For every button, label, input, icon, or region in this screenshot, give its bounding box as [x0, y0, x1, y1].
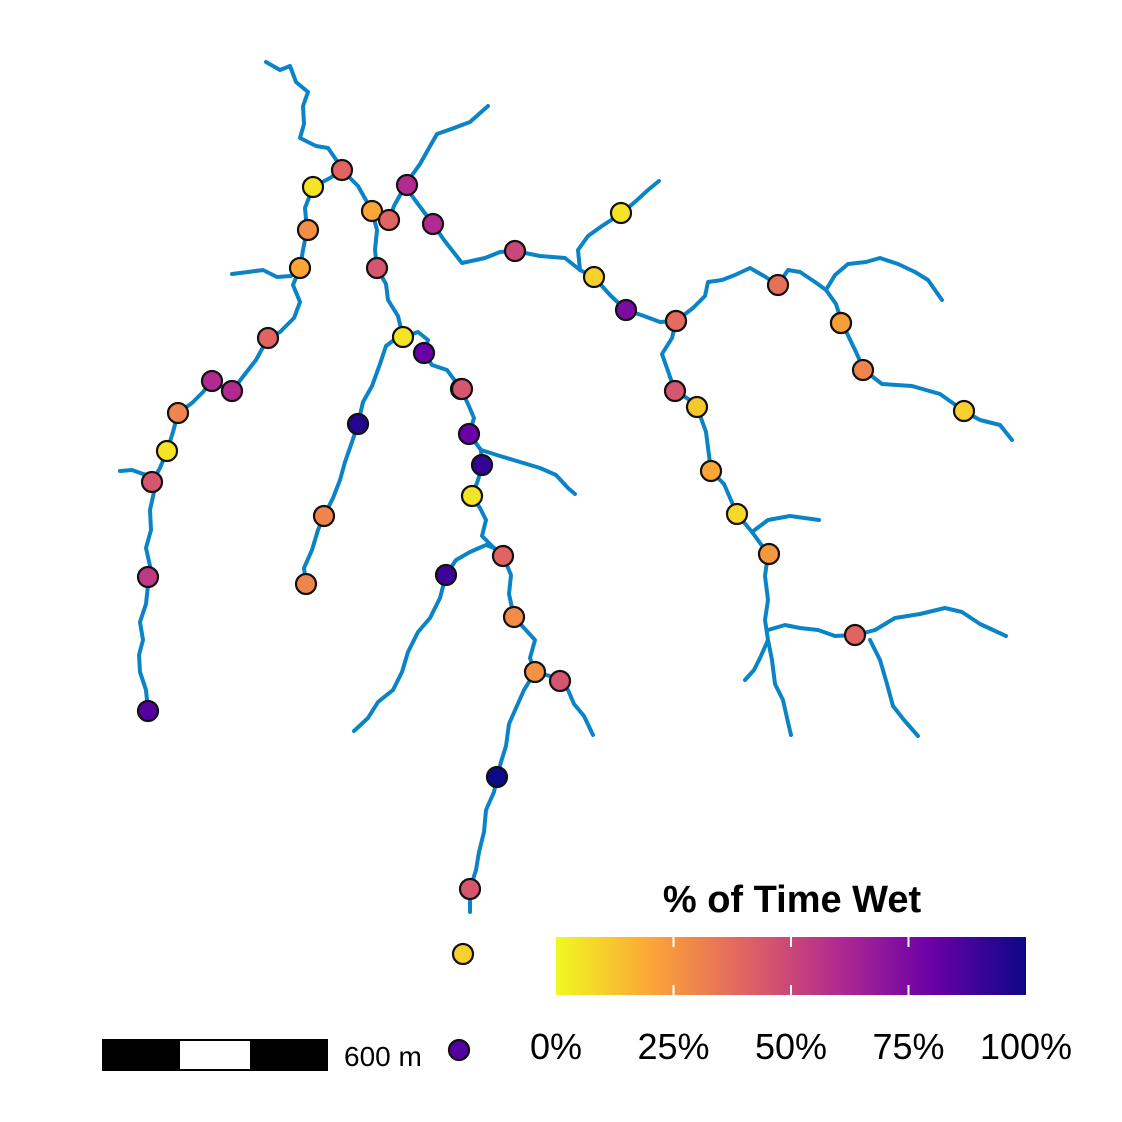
stream-segment — [868, 638, 920, 738]
sampling-site-marker[interactable] — [421, 212, 445, 236]
sampling-site-marker[interactable] — [296, 218, 320, 242]
stream-segment — [576, 179, 661, 272]
sampling-site-marker[interactable] — [294, 572, 318, 596]
sampling-site-marker[interactable] — [451, 942, 475, 966]
sampling-site-marker[interactable] — [766, 273, 790, 297]
stream-segment — [403, 184, 770, 682]
sampling-site-marker[interactable] — [365, 256, 389, 280]
sampling-site-marker[interactable] — [377, 208, 401, 232]
legend-tick-label: 75% — [872, 1026, 944, 1067]
stream-segment — [674, 266, 1014, 442]
sampling-site-marker[interactable] — [136, 699, 160, 723]
sampling-site-marker[interactable] — [725, 502, 749, 526]
stream-network — [118, 60, 1014, 914]
scale-bar: 600 m — [102, 1039, 422, 1072]
sampling-site-marker[interactable] — [851, 358, 875, 382]
sampling-sites — [136, 158, 976, 1062]
legend-tick-label: 0% — [530, 1026, 582, 1067]
stream-segment — [479, 448, 577, 496]
sampling-site-marker[interactable] — [952, 399, 976, 423]
scale-bar-segment — [102, 1039, 180, 1071]
sampling-site-marker[interactable] — [609, 201, 633, 225]
sampling-site-marker[interactable] — [434, 563, 458, 587]
sampling-site-marker[interactable] — [450, 377, 474, 401]
sampling-site-marker[interactable] — [503, 239, 527, 263]
sampling-site-marker[interactable] — [155, 439, 179, 463]
sampling-site-marker[interactable] — [136, 565, 160, 589]
sampling-site-marker[interactable] — [166, 401, 190, 425]
sampling-site-marker[interactable] — [843, 623, 867, 647]
sampling-site-marker[interactable] — [685, 395, 709, 419]
sampling-site-marker[interactable] — [582, 265, 606, 289]
scale-bar-segment — [178, 1039, 252, 1071]
sampling-site-marker[interactable] — [491, 544, 515, 568]
legend-tick-label: 25% — [637, 1026, 709, 1067]
stream-segment — [468, 463, 537, 914]
legend-tick-label: 50% — [755, 1026, 827, 1067]
sampling-site-marker[interactable] — [502, 605, 526, 629]
sampling-site-marker[interactable] — [614, 298, 638, 322]
scale-bar-label: 600 m — [344, 1041, 422, 1072]
stream-segment — [766, 638, 793, 737]
sampling-site-marker[interactable] — [663, 379, 687, 403]
stream-segment — [824, 256, 944, 302]
sampling-site-marker[interactable] — [699, 459, 723, 483]
sampling-site-marker[interactable] — [460, 484, 484, 508]
stream-segment — [137, 411, 180, 713]
sampling-site-marker[interactable] — [346, 412, 370, 436]
sampling-site-marker[interactable] — [458, 877, 482, 901]
stream-segment — [352, 543, 496, 733]
stream-segment — [750, 514, 821, 534]
sampling-site-marker[interactable] — [523, 660, 547, 684]
sampling-site-marker[interactable] — [457, 422, 481, 446]
sampling-site-marker[interactable] — [485, 765, 509, 789]
stream-segment — [403, 104, 490, 188]
stream-segment — [302, 335, 405, 586]
color-legend: % of Time Wet 0% 25% 50% 75% 100% — [530, 879, 1072, 1067]
sampling-site-marker[interactable] — [412, 341, 436, 365]
sampling-site-marker[interactable] — [470, 453, 494, 477]
sampling-site-marker[interactable] — [288, 256, 312, 280]
stream-segment — [766, 606, 1008, 638]
sampling-site-marker[interactable] — [220, 379, 244, 403]
sampling-site-marker[interactable] — [140, 470, 164, 494]
sampling-site-marker[interactable] — [664, 309, 688, 333]
sampling-site-marker[interactable] — [301, 175, 325, 199]
legend-ticks: 0% 25% 50% 75% 100% — [530, 937, 1072, 1067]
sampling-site-marker[interactable] — [829, 311, 853, 335]
sampling-site-marker[interactable] — [360, 199, 384, 223]
sampling-site-marker[interactable] — [312, 504, 336, 528]
scale-bar-segment — [250, 1039, 328, 1071]
sampling-site-marker[interactable] — [330, 158, 354, 182]
sampling-site-marker[interactable] — [395, 173, 419, 197]
legend-tick-label: 100% — [980, 1026, 1072, 1067]
stream-segment — [264, 60, 407, 222]
stream-segment — [533, 670, 595, 737]
legend-title: % of Time Wet — [663, 879, 922, 921]
sampling-site-marker[interactable] — [548, 669, 572, 693]
sampling-site-marker[interactable] — [256, 326, 280, 350]
sampling-site-marker[interactable] — [391, 325, 415, 349]
sampling-site-marker[interactable] — [200, 369, 224, 393]
sampling-site-marker[interactable] — [757, 542, 781, 566]
sampling-site-marker[interactable] — [447, 1038, 471, 1062]
